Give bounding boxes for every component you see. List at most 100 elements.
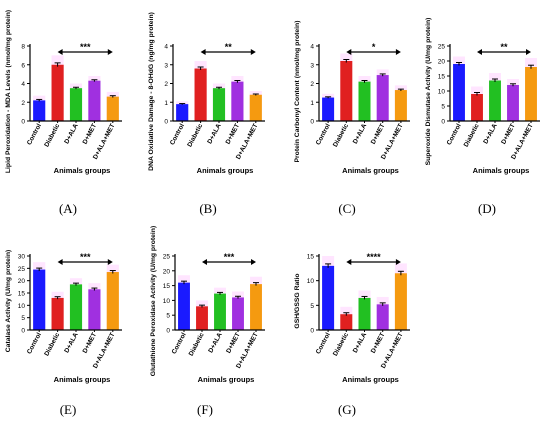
significance-stars: ** bbox=[225, 42, 233, 52]
bar bbox=[106, 272, 119, 330]
x-tick-label: Diabetic bbox=[332, 331, 350, 357]
y-tick-label: 4 bbox=[21, 81, 25, 88]
y-axis-title: DNA Oxidative Damage - 8-OHdG (ng/mg pro… bbox=[148, 12, 155, 171]
y-tick-label: 10 bbox=[163, 298, 171, 305]
bar bbox=[51, 297, 64, 330]
x-tick-label: Control bbox=[446, 122, 463, 146]
y-axis-title: Catalase Activity (U/mg protein) bbox=[5, 250, 12, 352]
arrow-head-left bbox=[57, 259, 63, 265]
bar bbox=[231, 81, 244, 121]
bar bbox=[212, 88, 226, 121]
y-axis-title: Lipid Peroxidation - MDA Levels (nmol/mg… bbox=[5, 10, 12, 173]
x-tick-label: Control bbox=[169, 122, 186, 146]
x-tick-label: D+ALA bbox=[352, 331, 369, 354]
y-tick-label: 0 bbox=[310, 328, 314, 335]
y-tick-label: 0 bbox=[21, 328, 25, 335]
y-tick-label: 25 bbox=[438, 44, 446, 51]
y-axis-title: Glutathione Peroxidase Activity (U/mg pr… bbox=[150, 226, 157, 376]
x-tick-label: Diabetic bbox=[188, 331, 206, 357]
y-tick-label: 6 bbox=[21, 62, 25, 69]
bar bbox=[394, 90, 407, 121]
x-tick-label: Control bbox=[315, 331, 332, 355]
arrow-head-right bbox=[251, 259, 256, 265]
bar bbox=[178, 282, 190, 330]
y-tick-label: 0 bbox=[166, 328, 170, 335]
y-tick-label: 5 bbox=[166, 313, 170, 320]
y-tick-label: 15 bbox=[438, 74, 446, 81]
bar bbox=[340, 61, 353, 121]
x-tick-label: D+ALA bbox=[63, 122, 80, 145]
arrow-head-right bbox=[395, 49, 401, 55]
bar bbox=[106, 96, 119, 121]
arrow-head-left bbox=[57, 49, 63, 55]
bar bbox=[376, 304, 389, 330]
bar bbox=[176, 104, 189, 121]
y-tick-label: 5 bbox=[310, 303, 314, 310]
panel-label: (C) bbox=[338, 201, 355, 216]
y-tick-label: 4 bbox=[164, 44, 168, 51]
y-tick-label: 0 bbox=[164, 119, 168, 126]
arrow-head-right bbox=[107, 259, 113, 265]
y-tick-label: 30 bbox=[18, 254, 26, 261]
x-tick-label: D+MET bbox=[370, 123, 387, 146]
x-axis-title: Animals groups bbox=[473, 166, 530, 175]
arrow-head-left bbox=[346, 49, 352, 55]
arrow-head-left bbox=[477, 49, 482, 55]
x-tick-label: Diabetic bbox=[186, 122, 204, 148]
y-tick-label: 2 bbox=[310, 81, 314, 88]
bar bbox=[69, 284, 83, 330]
x-tick-label: D+ALA bbox=[352, 122, 369, 145]
bar bbox=[250, 284, 262, 330]
bar bbox=[69, 88, 83, 121]
y-tick-label: 1 bbox=[310, 100, 314, 107]
x-tick-label: Control bbox=[26, 331, 43, 355]
y-tick-label: 0 bbox=[441, 119, 445, 126]
arrow-head-right bbox=[107, 49, 113, 55]
y-tick-label: 15 bbox=[163, 283, 171, 290]
bar bbox=[340, 314, 353, 330]
panel-label: (D) bbox=[478, 201, 496, 216]
x-tick-label: D+ALA bbox=[63, 331, 80, 354]
x-tick-label: Control bbox=[171, 331, 188, 355]
bar bbox=[376, 75, 389, 121]
x-tick-label: Control bbox=[26, 122, 43, 146]
y-tick-label: 1 bbox=[164, 100, 168, 107]
arrow-head-right bbox=[395, 259, 401, 265]
x-tick-label: D+MET bbox=[225, 332, 242, 355]
x-axis-title: Animals groups bbox=[197, 166, 254, 175]
x-axis-title: Animals groups bbox=[342, 375, 399, 384]
y-axis-title: Protein Carbonyl Content (nmol/mg protei… bbox=[294, 21, 301, 163]
x-tick-label: Diabetic bbox=[463, 122, 481, 148]
y-tick-label: 20 bbox=[438, 59, 446, 66]
bar bbox=[489, 80, 501, 121]
y-tick-label: 15 bbox=[307, 254, 315, 261]
y-tick-label: 4 bbox=[310, 44, 314, 51]
x-tick-label: D+MET bbox=[82, 123, 99, 146]
y-tick-label: 5 bbox=[441, 104, 445, 111]
significance-stars: *** bbox=[224, 252, 235, 262]
y-tick-label: 20 bbox=[163, 268, 171, 275]
y-tick-label: 2 bbox=[164, 81, 168, 88]
x-tick-label: Control bbox=[315, 122, 332, 146]
bar bbox=[525, 67, 537, 121]
x-tick-label: D+ALA bbox=[482, 122, 499, 145]
y-tick-label: 5 bbox=[21, 315, 25, 322]
x-tick-label: Diabetic bbox=[43, 331, 61, 357]
x-axis-title: Animals groups bbox=[198, 375, 255, 384]
bar bbox=[322, 97, 335, 121]
panel-label: (G) bbox=[338, 402, 356, 417]
x-axis-title: Animals groups bbox=[342, 166, 399, 175]
y-tick-label: 8 bbox=[21, 44, 25, 51]
panel-label: (E) bbox=[60, 402, 77, 417]
y-axis-title: GSH/GSSG Ratio bbox=[294, 273, 301, 328]
bar bbox=[33, 100, 46, 121]
y-tick-label: 25 bbox=[18, 266, 26, 273]
x-tick-label: D+ALA bbox=[206, 122, 223, 145]
x-tick-label: D+MET bbox=[225, 123, 242, 146]
y-tick-label: 3 bbox=[164, 62, 168, 69]
y-tick-label: 25 bbox=[163, 254, 171, 261]
